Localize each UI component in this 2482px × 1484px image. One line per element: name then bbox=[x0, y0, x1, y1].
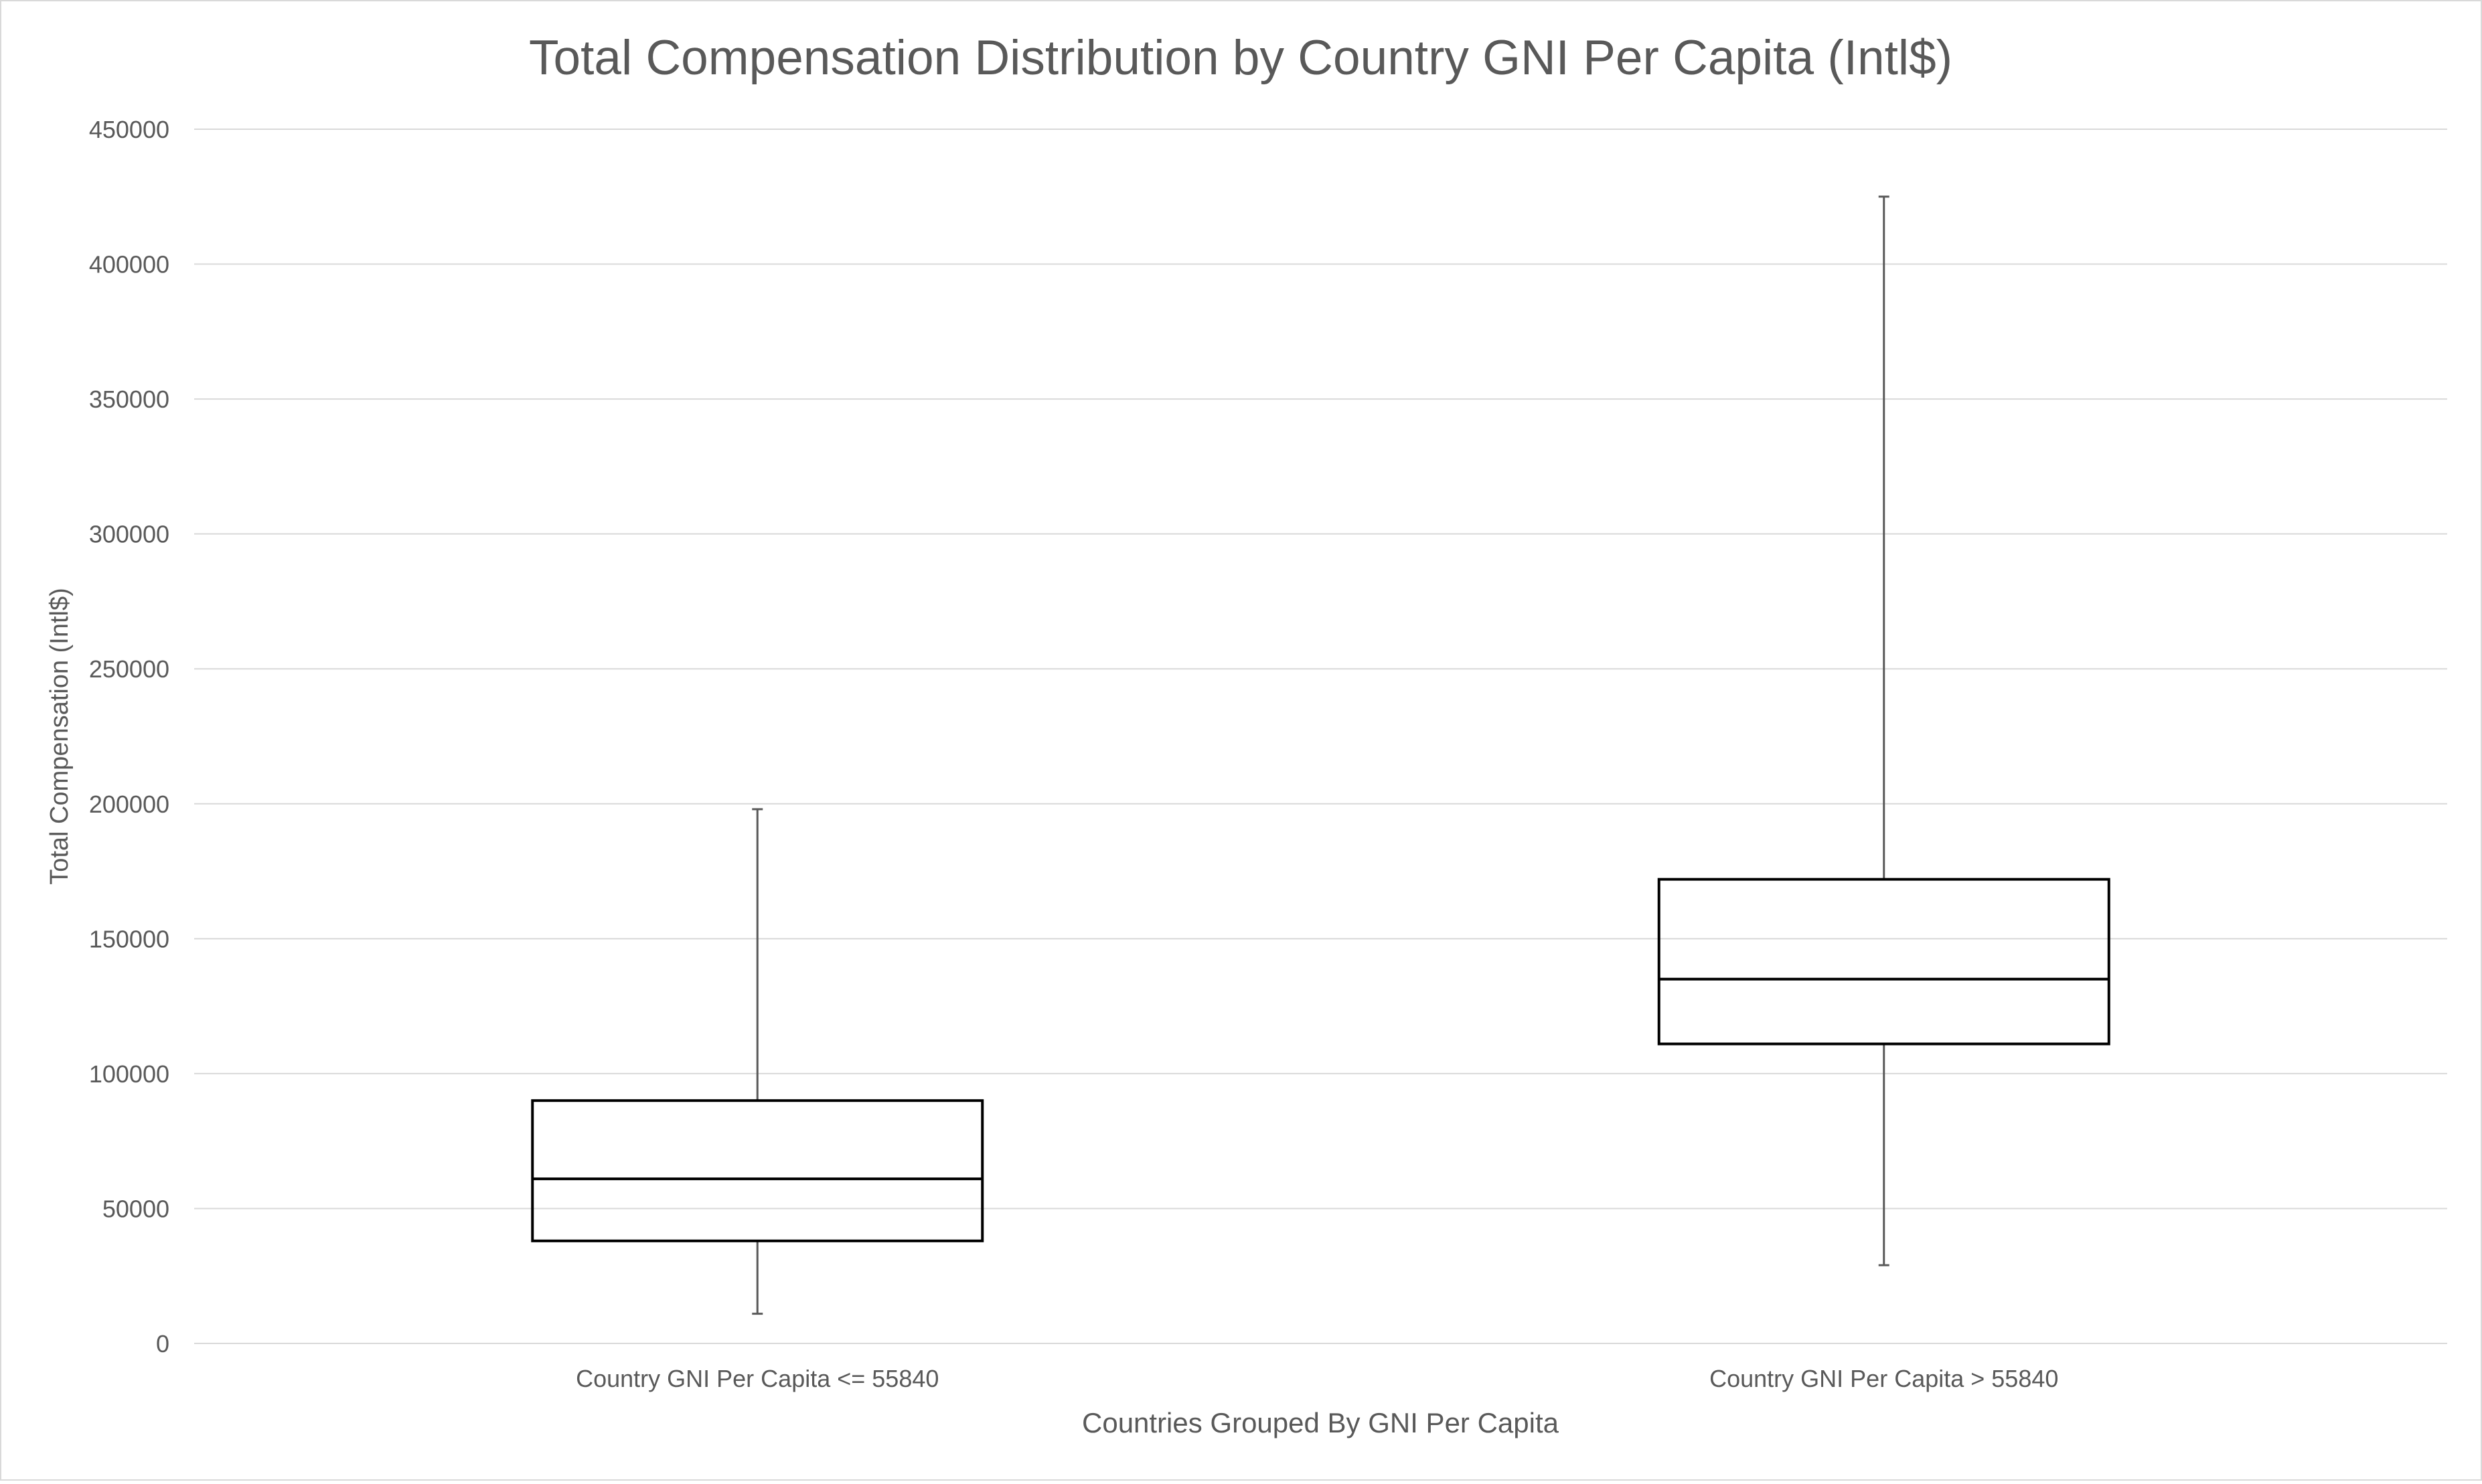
gridlines bbox=[194, 129, 2447, 1344]
y-tick-label: 350000 bbox=[89, 386, 169, 413]
iqr-box bbox=[1657, 878, 2110, 1046]
y-tick-label: 450000 bbox=[89, 116, 169, 143]
x-tick-label: Country GNI Per Capita <= 55840 bbox=[576, 1365, 939, 1392]
box-plot bbox=[1657, 195, 2110, 1266]
y-tick-label: 250000 bbox=[89, 655, 169, 683]
chart-title: Total Compensation Distribution by Count… bbox=[529, 31, 1952, 85]
x-tick-label: Country GNI Per Capita > 55840 bbox=[1709, 1365, 2058, 1392]
y-tick-label: 0 bbox=[156, 1330, 169, 1357]
y-axis-title: Total Compensation (Intl$) bbox=[46, 588, 74, 885]
axis-labels: 0 50000 100000 150000 200000 250000 300000 3500… bbox=[89, 116, 2059, 1392]
iqr-box bbox=[531, 1099, 984, 1242]
y-tick-label: 200000 bbox=[89, 791, 169, 818]
y-tick-label: 100000 bbox=[89, 1060, 169, 1088]
y-tick-label: 50000 bbox=[102, 1195, 169, 1222]
y-tick-label: 150000 bbox=[89, 925, 169, 953]
x-axis-title: Countries Grouped By GNI Per Capita bbox=[1082, 1407, 1559, 1438]
box-plot bbox=[531, 808, 984, 1315]
boxes bbox=[531, 195, 2110, 1315]
y-tick-label: 400000 bbox=[89, 251, 169, 278]
y-tick-label: 300000 bbox=[89, 521, 169, 548]
